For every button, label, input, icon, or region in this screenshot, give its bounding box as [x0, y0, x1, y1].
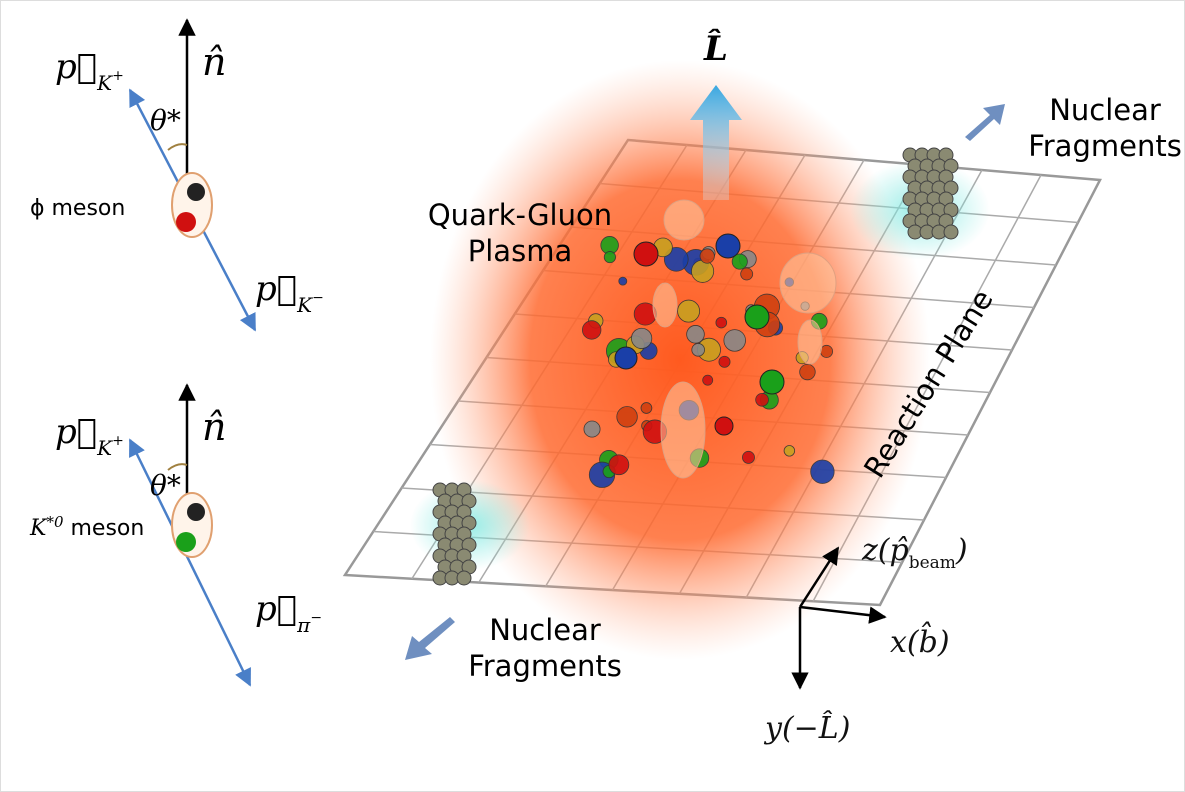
quark	[715, 233, 741, 259]
nucleon	[943, 224, 959, 240]
quark	[759, 369, 785, 395]
quark	[744, 304, 770, 330]
quark	[677, 299, 701, 323]
momentum-sign: +	[112, 68, 124, 84]
hadron	[779, 252, 837, 314]
nucleon	[456, 570, 472, 586]
quark	[714, 416, 734, 436]
quark	[608, 454, 630, 476]
decay-axis	[128, 438, 252, 687]
quark	[799, 363, 816, 381]
meson-name: K*0 meson	[29, 513, 144, 541]
momentum-symbol: p⃗	[55, 47, 97, 87]
momentum-symbol: p⃗	[55, 412, 97, 452]
quark	[755, 392, 769, 407]
particles	[432, 147, 959, 586]
l-label: L̂	[703, 28, 728, 69]
momentum-symbol: p⃗	[255, 269, 297, 309]
quark	[603, 251, 616, 264]
quark	[176, 532, 196, 552]
fragment-arrow	[405, 617, 455, 660]
quark	[742, 450, 755, 464]
meson-name-rest: meson	[63, 516, 144, 541]
quark	[783, 445, 796, 457]
fragment-arrow	[965, 104, 1005, 141]
meson-name-text: ϕ meson	[30, 196, 125, 221]
z-axis-label: z(p̂beam)	[861, 533, 968, 573]
momentum-subscript: K	[96, 436, 113, 460]
angle-label: θ*	[150, 469, 181, 502]
quark	[810, 459, 835, 484]
angle-arc	[167, 143, 188, 151]
quark	[616, 406, 638, 428]
quark	[618, 276, 628, 286]
x-axis-label: x(b̂)	[890, 621, 950, 660]
quark	[820, 344, 834, 358]
z-axis	[798, 546, 840, 608]
momentum-sign: −	[310, 610, 322, 626]
coordinate-axes	[791, 546, 887, 690]
quark	[691, 343, 705, 357]
quark	[702, 374, 714, 386]
normal-label: n̂	[202, 405, 226, 449]
meson-name: ϕ meson	[30, 196, 125, 221]
momentum-label: p⃗K+	[55, 412, 124, 460]
quark	[176, 212, 196, 232]
hadron	[660, 381, 706, 479]
quark	[187, 183, 205, 201]
quark	[686, 325, 705, 344]
quark	[582, 320, 602, 340]
quark	[691, 259, 715, 283]
angle-arc	[167, 463, 188, 471]
quark	[614, 346, 638, 370]
y-axis-label: y(−L̂)	[763, 711, 850, 746]
quark	[723, 329, 746, 352]
hadron	[797, 319, 823, 365]
l-arrow	[690, 85, 742, 200]
momentum-subscript: K	[296, 293, 313, 317]
plasma-label: Quark-Gluon Plasma	[428, 198, 612, 268]
hadron	[663, 199, 705, 241]
momentum-subscript: π	[296, 613, 311, 637]
quark	[583, 420, 601, 438]
quark	[631, 327, 653, 349]
quark	[187, 503, 205, 521]
momentum-sign: +	[112, 433, 124, 449]
hadron	[652, 282, 678, 328]
angle-label: θ*	[150, 104, 181, 137]
fragment-label: Nuclear Fragments	[1028, 93, 1182, 163]
normal-label: n̂	[202, 40, 226, 84]
meson-name-base: K	[29, 516, 48, 541]
meson-name-sup: *0	[46, 513, 64, 531]
momentum-symbol: p⃗	[255, 589, 297, 629]
momentum-sign: −	[312, 290, 324, 306]
momentum-label: p⃗π−	[255, 589, 322, 637]
momentum-label: p⃗K+	[55, 47, 124, 95]
fragment-label: Nuclear Fragments	[468, 613, 622, 683]
momentum-subscript: K	[96, 71, 113, 95]
quark	[699, 248, 715, 264]
quark	[718, 355, 731, 368]
plasma-glow	[430, 60, 930, 660]
quark	[633, 241, 659, 267]
momentum-label: p⃗K−	[255, 269, 324, 317]
quark	[740, 267, 754, 281]
x-axis	[799, 605, 887, 624]
quark	[731, 253, 748, 270]
quark	[640, 402, 653, 414]
quark	[715, 316, 728, 329]
